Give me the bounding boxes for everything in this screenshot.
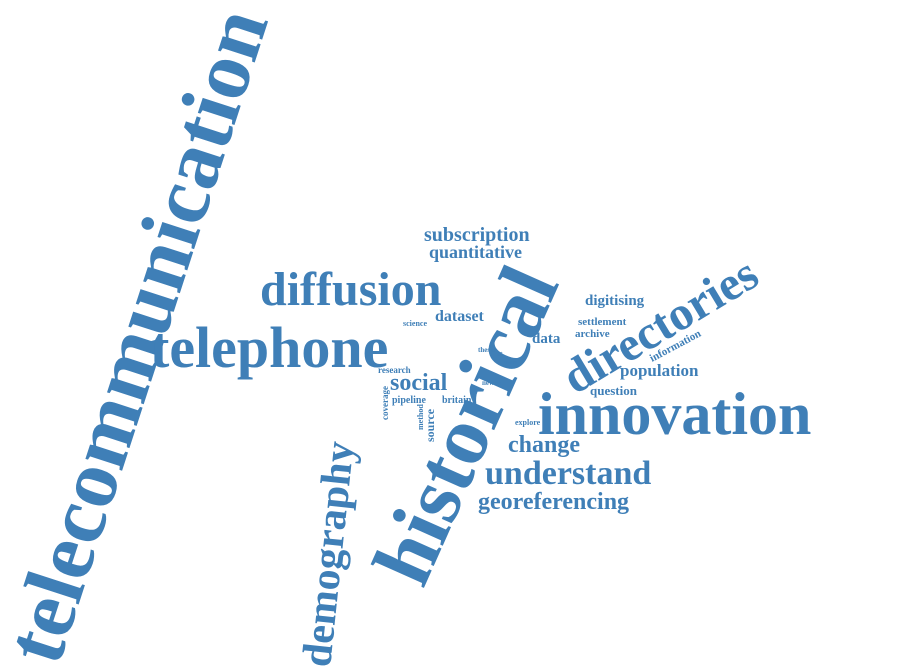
word-dataset: dataset xyxy=(435,308,485,325)
word-diffusion: diffusion xyxy=(260,263,441,316)
word-understand: understand xyxy=(485,455,651,492)
word-demography: demography xyxy=(294,439,363,669)
word-change: change xyxy=(508,432,580,458)
word-coverage: coverage xyxy=(380,386,390,420)
word-science: science xyxy=(403,319,427,328)
word-source: source xyxy=(423,408,437,442)
word-data: data xyxy=(532,331,561,347)
word-innovation: innovation xyxy=(538,381,811,447)
word-use: use xyxy=(496,351,505,359)
word-archive: archive xyxy=(575,328,610,340)
word-telephone: telephone xyxy=(150,315,388,380)
word-britain: britain xyxy=(442,395,472,406)
word-more: more xyxy=(504,360,518,366)
word-explore: explore xyxy=(515,418,541,427)
word-thesis: thesis xyxy=(478,346,495,354)
word-method: method xyxy=(416,404,425,430)
word-settlement: settlement xyxy=(578,316,627,328)
word-quantitative: quantitative xyxy=(429,242,522,262)
word-pipeline: pipeline xyxy=(392,395,426,406)
word-research: research xyxy=(378,365,411,375)
word-georeferencing: georeferencing xyxy=(478,489,629,515)
word-population: population xyxy=(620,361,699,380)
word-newer: newer xyxy=(482,379,500,387)
word-social: social xyxy=(390,370,448,396)
word-subscription: subscription xyxy=(424,224,530,246)
word-digitising: digitising xyxy=(585,293,645,309)
word-question: question xyxy=(590,383,638,398)
